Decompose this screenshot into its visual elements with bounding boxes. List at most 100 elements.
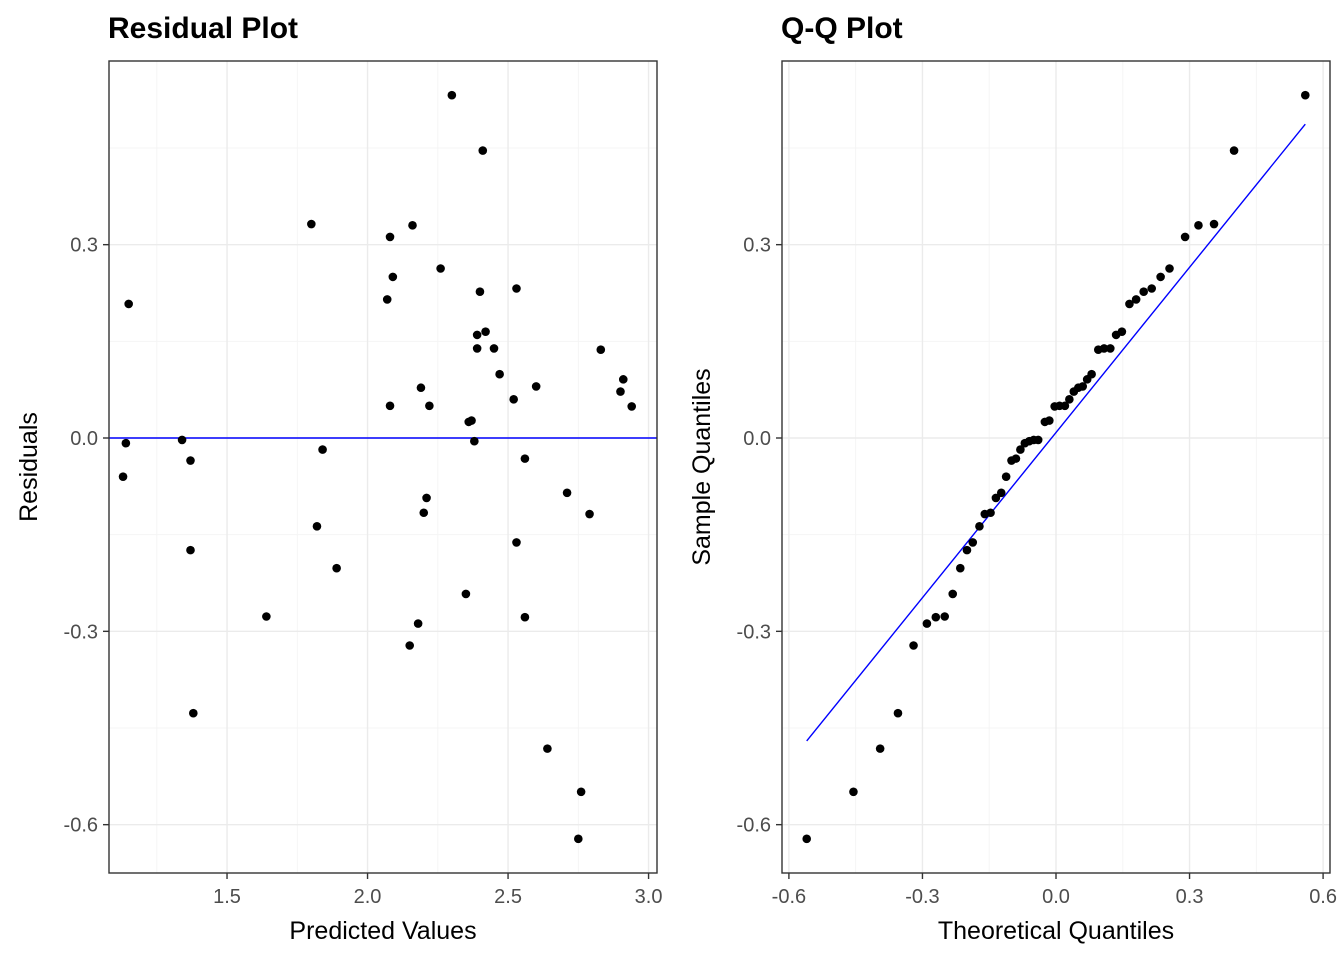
data-point	[923, 619, 932, 628]
residual-axis-ticks: 1.5 2.0 2.5 3.0 0.3 0.0 -0.3 -0.6	[64, 235, 663, 908]
data-point	[419, 508, 428, 517]
data-point	[1230, 146, 1239, 155]
data-point	[616, 387, 625, 396]
data-point	[894, 709, 903, 718]
data-point	[473, 331, 482, 340]
y-tick-label: 0.0	[743, 428, 771, 450]
x-tick-label: 2.5	[494, 886, 522, 908]
y-tick-label: -0.6	[737, 815, 771, 837]
data-point	[532, 382, 541, 391]
data-point	[1045, 416, 1054, 425]
data-point	[119, 472, 128, 481]
data-point	[932, 613, 941, 622]
x-tick-label: 1.5	[213, 886, 241, 908]
qq-y-axis-title: Sample Quantiles	[688, 368, 716, 565]
qq-plot-title: Q-Q Plot	[781, 12, 903, 45]
data-point	[389, 273, 398, 282]
data-point	[802, 835, 811, 844]
residual-points	[119, 91, 636, 843]
qq-grid	[782, 61, 1330, 873]
residual-plot-panel: Residual Plot 1.5 2.0 2.5 3.0 0.3 0.0 -0.3 -0.6…	[15, 12, 662, 945]
x-tick-label: 0.6	[1309, 886, 1337, 908]
data-point	[1210, 220, 1219, 229]
x-tick-label: 3.0	[635, 886, 663, 908]
y-tick-label: -0.3	[64, 621, 98, 643]
data-point	[467, 416, 476, 425]
residual-x-axis-title: Predicted Values	[289, 917, 476, 945]
data-point	[178, 436, 187, 445]
data-point	[1012, 454, 1021, 463]
data-point	[1139, 287, 1148, 296]
data-point	[521, 613, 530, 622]
qq-x-axis-title: Theoretical Quantiles	[938, 917, 1174, 945]
x-tick-label: -0.3	[905, 886, 939, 908]
data-point	[963, 546, 972, 555]
data-point	[124, 300, 133, 309]
y-tick-label: 0.0	[70, 428, 98, 450]
data-point	[940, 612, 949, 621]
data-point	[386, 401, 395, 410]
data-point	[596, 345, 605, 354]
data-point	[318, 445, 327, 454]
data-point	[262, 612, 271, 621]
data-point	[512, 538, 521, 547]
data-point	[383, 295, 392, 304]
data-point	[627, 402, 636, 411]
data-point	[1194, 221, 1203, 230]
data-point	[1132, 295, 1141, 304]
residual-panel-border	[109, 61, 657, 873]
data-point	[307, 220, 316, 229]
data-point	[186, 546, 195, 555]
data-point	[849, 788, 858, 797]
data-point	[405, 641, 414, 650]
data-point	[1106, 344, 1115, 353]
data-point	[543, 744, 552, 753]
data-point	[436, 264, 445, 273]
data-point	[1147, 284, 1156, 293]
data-point	[975, 522, 984, 531]
data-point	[909, 641, 918, 650]
data-point	[521, 454, 530, 463]
data-point	[425, 401, 434, 410]
data-point	[876, 744, 885, 753]
data-point	[386, 233, 395, 242]
y-tick-label: 0.3	[743, 235, 771, 257]
data-point	[189, 709, 198, 718]
y-tick-label: -0.3	[737, 621, 771, 643]
data-point	[1301, 91, 1310, 100]
data-point	[509, 395, 518, 404]
data-point	[1118, 327, 1127, 336]
data-point	[422, 494, 431, 503]
data-point	[473, 344, 482, 353]
x-tick-label: 0.0	[1042, 886, 1070, 908]
data-point	[462, 590, 471, 599]
data-point	[619, 375, 628, 384]
data-point	[512, 284, 521, 293]
x-tick-label: -0.6	[772, 886, 806, 908]
qq-plot-panel: Q-Q Plot -0.6 -0.3 0.0 0.3 0.60.30.0-0.3-0.6…	[688, 12, 1337, 945]
y-tick-label: 0.3	[70, 235, 98, 257]
data-point	[948, 590, 957, 599]
data-point	[186, 456, 195, 465]
data-point	[574, 835, 583, 844]
data-point	[490, 344, 499, 353]
residual-grid	[109, 61, 657, 873]
data-point	[414, 619, 423, 628]
data-point	[1065, 395, 1074, 404]
data-point	[332, 564, 341, 573]
data-point	[1002, 472, 1011, 481]
data-point	[470, 437, 479, 446]
data-point	[448, 91, 457, 100]
data-point	[1034, 436, 1043, 445]
data-point	[1156, 273, 1165, 282]
figure: Residual Plot 1.5 2.0 2.5 3.00.30.0-0.3-0.6…	[0, 0, 1344, 960]
x-tick-label: 2.0	[354, 886, 382, 908]
data-point	[495, 370, 504, 379]
data-point	[313, 522, 322, 531]
data-point	[476, 287, 485, 296]
data-point	[478, 146, 487, 155]
data-point	[956, 564, 965, 573]
data-point	[408, 221, 417, 230]
y-tick-label: -0.6	[64, 815, 98, 837]
data-point	[122, 439, 131, 448]
